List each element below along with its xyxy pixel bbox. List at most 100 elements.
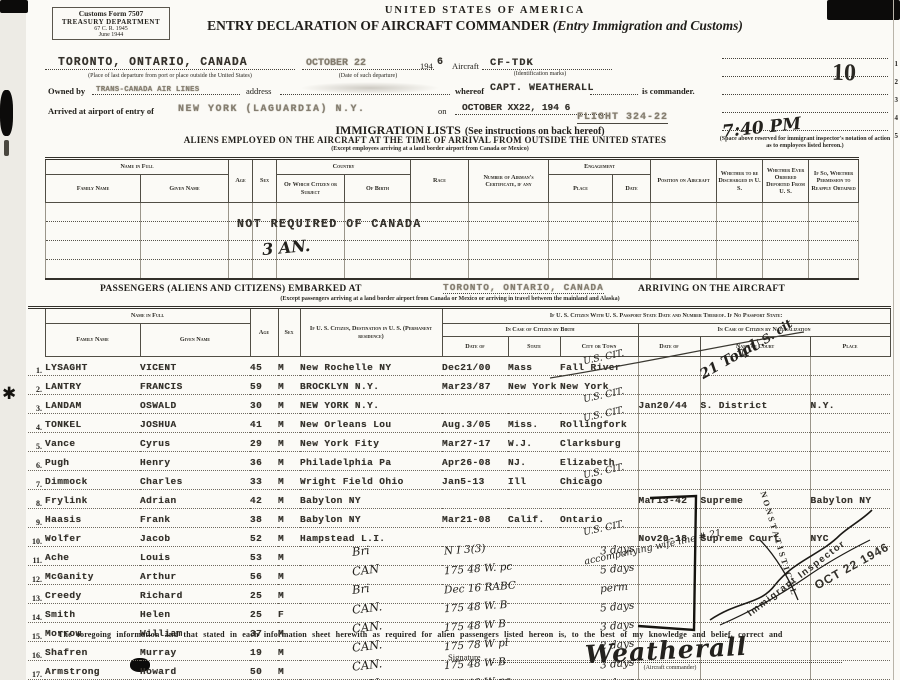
passenger-table: Name in Full Age Sex If U. S. Citizen, D… — [28, 306, 891, 680]
table-row: 3. LANDAM OSWALD 30 M NEW YORK N.Y. — [28, 386, 891, 414]
header-position: Position on Aircraft — [650, 158, 718, 203]
cell-birth-city: 3 days — [560, 543, 639, 566]
inspector-line-3: 3 — [722, 94, 898, 104]
cell-age: 53 — [250, 546, 278, 566]
naturalization-date-value: Nov20-18 — [638, 533, 688, 544]
cell-destination: CAN. — [300, 656, 442, 680]
header-family-name: Family Name — [45, 174, 141, 203]
p-header-nat-place: Place — [809, 336, 891, 357]
naturalization-place-value: NYC — [810, 533, 829, 544]
table-row: 16. Shafren Murray 19 M CAN. 175 78 W pl… — [28, 637, 891, 661]
cell-naturalization-date — [638, 356, 701, 376]
cell-age: 45 — [250, 356, 278, 376]
commander-value: CAPT. WEATHERALL — [490, 83, 595, 94]
cell-naturalization-date — [638, 660, 701, 680]
form-stamp-box: Customs Form 7507 TREASURY DEPARTMENT 67… — [52, 7, 170, 40]
stay-duration-handwritten: 5 days — [599, 561, 635, 577]
table-row: 17. Armstrong Howard 50 M CAN. 175 48 W … — [28, 656, 891, 680]
row-number: 3. — [36, 404, 42, 413]
cell-naturalization-court: U.S. CIT. — [582, 405, 811, 433]
declaration-text: The foregoing information and that state… — [58, 630, 783, 639]
p-header-given-name: Given Name — [139, 323, 251, 357]
cell-age: 33 — [250, 470, 278, 490]
destination-value: Philadelphia Pa — [300, 457, 392, 468]
line-number: 2 — [894, 78, 899, 86]
p-header-passport-note: If U. S. Citizen With U. S. Passport Sta… — [441, 307, 891, 324]
given-name-value: OSWALD — [140, 400, 177, 411]
naturalization-court-value: S. District — [700, 400, 768, 411]
given-name-value: Murray — [140, 647, 177, 658]
cell-birth-state — [508, 584, 560, 604]
cell-naturalization-court: Supreme Court U.S. CIT. — [582, 519, 811, 547]
passengers-heading-prefix: PASSENGERS (ALIENS AND CITIZENS) EMBARKE… — [100, 284, 362, 294]
cell-destination: CAN — [300, 561, 442, 585]
birth-state-value: Miss. — [508, 419, 539, 430]
cell-family-name: Ache — [45, 546, 140, 566]
row-number: 9. — [36, 518, 42, 527]
family-name-value: Pugh — [45, 457, 70, 468]
birth-city-value: New York — [560, 381, 609, 392]
empty-row — [45, 221, 860, 241]
sex-value: M — [278, 647, 285, 658]
cell-destination: New York Fity — [300, 432, 442, 452]
header-birth-of: Of Birth — [343, 174, 412, 203]
cell-destination: CAN. — [300, 637, 442, 661]
cell-birth-date: Mar27-17 — [442, 432, 508, 452]
cell-birth-date: 175 48 W B — [442, 656, 508, 680]
signature-line — [492, 648, 842, 663]
cell-sex: M — [278, 451, 300, 471]
age-value: 41 — [250, 419, 263, 430]
owner-value: TRANS-CANADA AIR LINES — [96, 86, 200, 94]
cell-birth-date: 175 78 W pl — [442, 637, 509, 661]
given-name-value: Louis — [140, 552, 171, 563]
departure-place-label: (Place of last departure from port or pl… — [88, 73, 252, 79]
p-header-birth-date: Date of — [441, 336, 509, 357]
cell-birth-city — [560, 489, 639, 509]
is-commander-label: is commander. — [642, 86, 695, 96]
header-date: Date — [612, 174, 652, 203]
sex-value: M — [278, 571, 285, 582]
given-name-value: Richard — [140, 590, 183, 601]
cell-sex: M — [278, 508, 300, 528]
destination-value: Babylon NY — [300, 495, 362, 506]
cell-given-name: Richard — [140, 584, 250, 604]
cell-birth-state — [508, 622, 560, 642]
cell-destination: New Orleans Lou — [300, 413, 442, 433]
cell-age: 52 — [250, 527, 278, 547]
cell-row-number: 4. — [28, 413, 45, 433]
passengers-exception-note: (Except passengers arriving at a land bo… — [280, 296, 620, 302]
table-row: 7. Dimmock Charles 33 M Wright Field Ohi… — [28, 462, 891, 490]
cell-birth-state: Miss. — [508, 413, 560, 433]
cell-naturalization-court — [700, 451, 811, 471]
cell-destination: Bri — [300, 581, 442, 604]
age-value: 25 — [250, 590, 263, 601]
inspector-line-1: 1 — [722, 58, 898, 68]
address-smudge — [300, 82, 440, 94]
cell-birth-city: Ontario — [560, 508, 639, 528]
cell-row-number: 2. — [28, 375, 45, 395]
cell-birth-date: Dec21/00 — [442, 356, 508, 376]
cell-row-number: 17. — [28, 660, 45, 680]
cell-row-number: 9. — [28, 508, 45, 528]
cell-birth-state: W.J. — [508, 432, 560, 452]
cell-age: 50 — [250, 660, 278, 680]
cell-age: 59 — [250, 375, 278, 395]
birth-state-value: New York — [508, 381, 557, 392]
passenger-rows: 1. LYSAGHT VICENT 45 M New Rochelle NY D… — [28, 348, 891, 680]
sex-value: F — [278, 609, 285, 620]
cell-family-name: LANDAM — [45, 394, 140, 414]
cell-family-name: TONKEL — [45, 413, 140, 433]
page-title-suffix: (Entry Immigration and Customs) — [552, 18, 743, 33]
immigration-heading-suffix: (See instructions on back hereof) — [464, 126, 605, 137]
naturalization-date-value: Jan20/44 — [638, 400, 688, 411]
aircraft-label: Aircraft — [452, 61, 479, 71]
age-value: 53 — [250, 552, 263, 563]
destination-handwritten: CAN. — [351, 656, 383, 674]
cell-destination: Babylon NY — [300, 508, 442, 528]
row-number-gutter — [28, 308, 45, 357]
cell-birth-city — [560, 394, 639, 414]
header-name-in-full: Name in Full — [45, 158, 229, 175]
naturalization-place-value: Babylon NY — [810, 495, 872, 506]
header-engagement: Engagement — [548, 158, 652, 175]
cell-sex: M — [278, 375, 300, 395]
